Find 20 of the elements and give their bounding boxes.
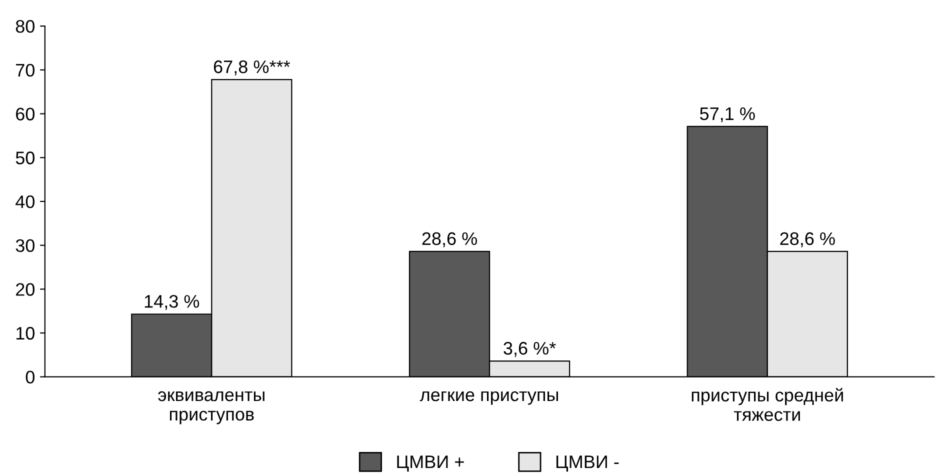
data-label: 3,6 %* <box>504 342 556 357</box>
data-label: 67,8 %*** <box>214 60 290 76</box>
y-tick-label: 40 <box>16 195 34 208</box>
y-tick-label: 20 <box>16 283 34 296</box>
y-tick-label: 60 <box>16 108 34 120</box>
legend-label: ЦМВИ - <box>556 456 619 472</box>
data-label: 28,6 % <box>422 232 477 248</box>
y-tick-label: 10 <box>16 326 34 340</box>
data-label: 57,1 % <box>700 107 755 122</box>
y-tick-label: 50 <box>16 152 34 164</box>
y-tick-label: 0 <box>26 370 34 384</box>
x-tick-label: приступы средней тяжести <box>692 388 843 421</box>
y-tick-label: 30 <box>16 239 34 252</box>
x-tick-label: легкие приступы <box>420 391 558 405</box>
x-tick-label: эквиваленты приступов <box>158 391 264 424</box>
y-tick-label: 70 <box>16 64 34 77</box>
data-label: 28,6 % <box>780 232 835 248</box>
data-label: 14,3 % <box>144 295 200 310</box>
y-tick-label: 80 <box>16 20 34 33</box>
legend-label: ЦМВИ + <box>397 456 464 472</box>
